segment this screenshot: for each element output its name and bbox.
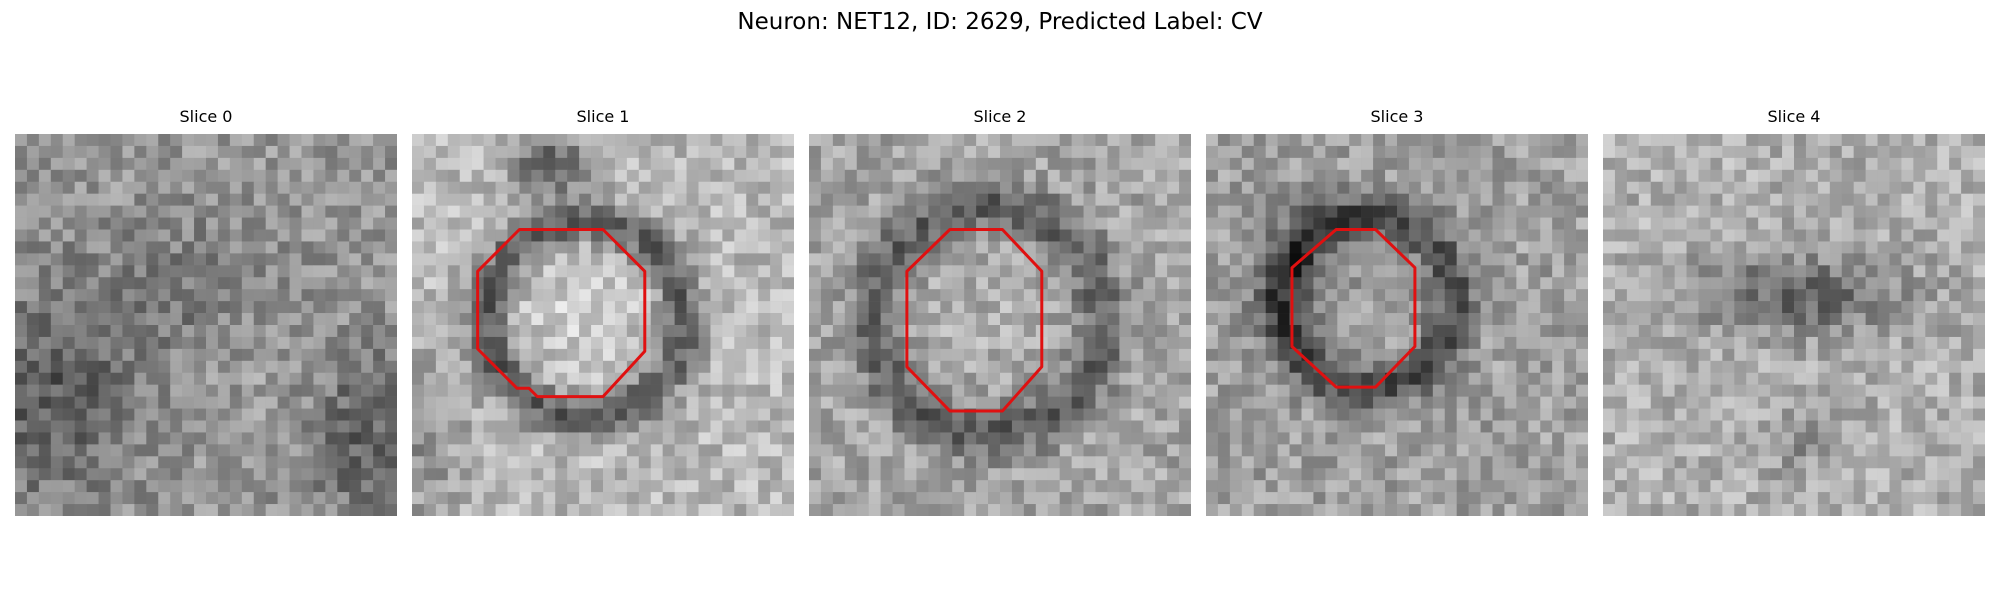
slice-panel-4: Slice 4 bbox=[1603, 106, 1985, 516]
slice-image bbox=[809, 134, 1191, 516]
roi-contour bbox=[476, 228, 647, 399]
slice-panel-2: Slice 2 bbox=[809, 106, 1191, 516]
slice-image bbox=[1206, 134, 1588, 516]
slice-panel-0: Slice 0 bbox=[15, 106, 397, 516]
figure-title: Neuron: NET12, ID: 2629, Predicted Label… bbox=[737, 9, 1263, 35]
slice-title: Slice 4 bbox=[1767, 107, 1821, 126]
slice-title: Slice 0 bbox=[179, 107, 233, 126]
slice-title: Slice 1 bbox=[576, 107, 630, 126]
slice-image bbox=[412, 134, 794, 516]
slice-image bbox=[15, 134, 397, 516]
roi-contour bbox=[1290, 228, 1417, 389]
roi-contour bbox=[905, 228, 1044, 413]
slice-image bbox=[1603, 134, 1985, 516]
slice-panel-3: Slice 3 bbox=[1206, 106, 1588, 516]
slice-title: Slice 3 bbox=[1370, 107, 1424, 126]
slice-panel-1: Slice 1 bbox=[412, 106, 794, 516]
slice-title: Slice 2 bbox=[973, 107, 1027, 126]
